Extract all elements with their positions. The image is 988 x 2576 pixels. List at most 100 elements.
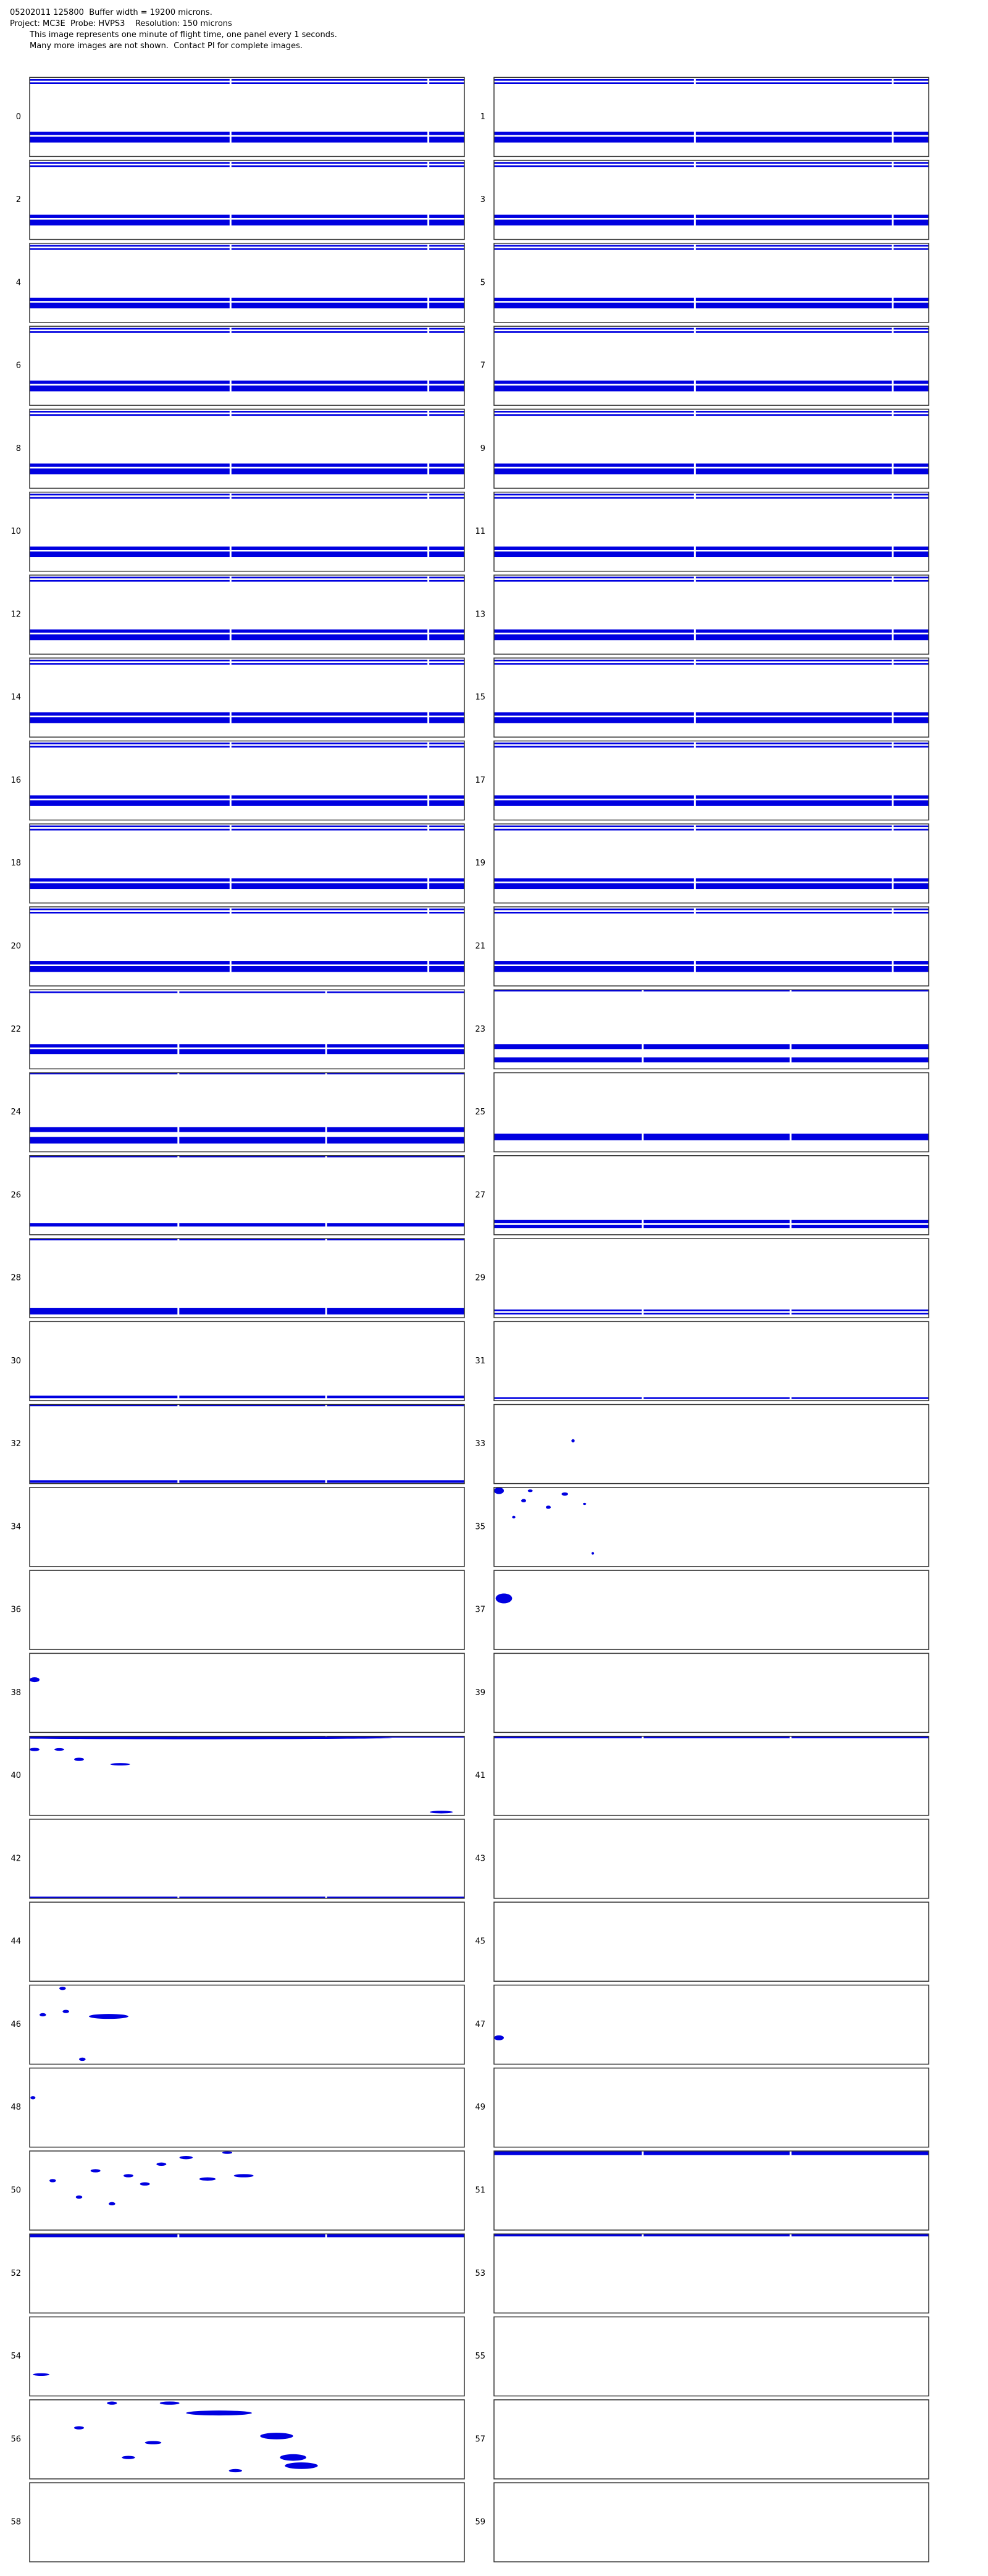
particle — [75, 2195, 83, 2199]
band-gap — [892, 243, 894, 322]
panel-frame — [29, 1819, 465, 1899]
particle-band — [30, 743, 464, 744]
particle-band — [30, 1896, 464, 1898]
band-gap — [427, 160, 430, 240]
panel-label: 27 — [475, 1190, 485, 1200]
panel-frame — [493, 1570, 929, 1650]
band-gap — [229, 575, 232, 654]
particle-band — [30, 1137, 464, 1144]
band-gap — [177, 990, 180, 1069]
panel-frame — [493, 2482, 929, 2562]
particle-band — [30, 961, 464, 965]
particle-band — [30, 219, 464, 225]
band-gap — [789, 1155, 792, 1235]
particle-band — [494, 743, 929, 744]
panel-label: 49 — [475, 2103, 485, 2112]
band-gap — [693, 326, 696, 406]
particle — [521, 1499, 526, 1502]
particle-band — [30, 463, 464, 467]
panel-label: 12 — [10, 610, 21, 619]
particle-band — [494, 961, 929, 965]
panel-frame — [493, 1735, 929, 1816]
panel-frame — [29, 2316, 465, 2397]
particle — [179, 2156, 193, 2160]
panel-frame — [29, 1072, 465, 1153]
panel-label: 47 — [475, 2020, 485, 2029]
band-gap — [642, 1321, 644, 1401]
particle-band — [494, 990, 929, 991]
particle-band — [494, 331, 929, 333]
panel-label: 2 — [16, 195, 21, 204]
band-gap — [789, 990, 792, 1069]
band-gap — [892, 492, 894, 571]
particle — [54, 1748, 64, 1751]
particle-band — [30, 1044, 464, 1048]
band-gap — [325, 2151, 327, 2230]
particle-band — [494, 2151, 929, 2155]
particle-band — [30, 1480, 464, 1483]
particle-band — [30, 828, 464, 831]
band-gap — [325, 1819, 327, 1898]
band-gap — [693, 409, 696, 489]
particle-band — [30, 908, 464, 911]
band-gap — [892, 741, 894, 820]
particle-band — [494, 1057, 929, 1063]
particle-band — [494, 659, 929, 662]
particle-band — [494, 132, 929, 135]
particle-band — [494, 908, 929, 911]
panel-label: 36 — [10, 1606, 21, 1615]
panel-frame — [493, 491, 929, 572]
panel-label: 51 — [475, 2186, 485, 2195]
band-gap — [693, 77, 696, 157]
band-gap — [427, 409, 430, 489]
particle-band — [494, 1736, 929, 1738]
particle-band — [494, 629, 929, 633]
particle-band — [494, 468, 929, 474]
band-gap — [892, 907, 894, 986]
band-gap — [325, 1239, 327, 1318]
particle-band — [30, 579, 464, 582]
particle — [583, 1502, 587, 1505]
particle — [124, 2174, 133, 2178]
panel-frame — [493, 1072, 929, 1153]
particle — [512, 1515, 516, 1518]
particle — [527, 1489, 533, 1492]
particle-band — [30, 1404, 464, 1407]
particle-band — [494, 411, 929, 413]
panel-label: 46 — [10, 2020, 21, 2029]
panel-label: 43 — [475, 1854, 485, 1863]
panel-frame — [493, 77, 929, 158]
band-gap — [642, 990, 644, 1069]
panel-frame — [29, 1404, 465, 1484]
band-gap — [177, 1321, 180, 1401]
particle — [494, 2035, 504, 2040]
panel-frame — [29, 575, 465, 655]
particle-band — [30, 297, 464, 301]
particle — [30, 1736, 392, 1740]
panel-frame — [493, 1984, 929, 2065]
panel-label: 18 — [10, 859, 21, 868]
panel-label: 38 — [10, 1688, 21, 1698]
panel-label: 54 — [10, 2352, 21, 2361]
particle — [156, 2162, 167, 2166]
panel-frame — [29, 159, 465, 240]
panel-label: 40 — [10, 1771, 21, 1780]
panel-frame — [493, 823, 929, 904]
panel-label: 31 — [475, 1357, 485, 1366]
particle-band — [494, 79, 929, 81]
band-gap — [427, 77, 430, 157]
particle-band — [494, 385, 929, 392]
particle — [546, 1505, 551, 1509]
panel-frame — [493, 575, 929, 655]
panel-frame — [29, 823, 465, 904]
panel-frame — [29, 1901, 465, 1982]
particle — [430, 1811, 453, 1814]
particle — [90, 2169, 101, 2173]
panel-frame — [29, 1487, 465, 1567]
particle-band — [30, 746, 464, 748]
particle — [222, 2151, 232, 2154]
band-gap — [693, 823, 696, 903]
particle — [78, 2057, 86, 2061]
particle-band — [30, 79, 464, 81]
